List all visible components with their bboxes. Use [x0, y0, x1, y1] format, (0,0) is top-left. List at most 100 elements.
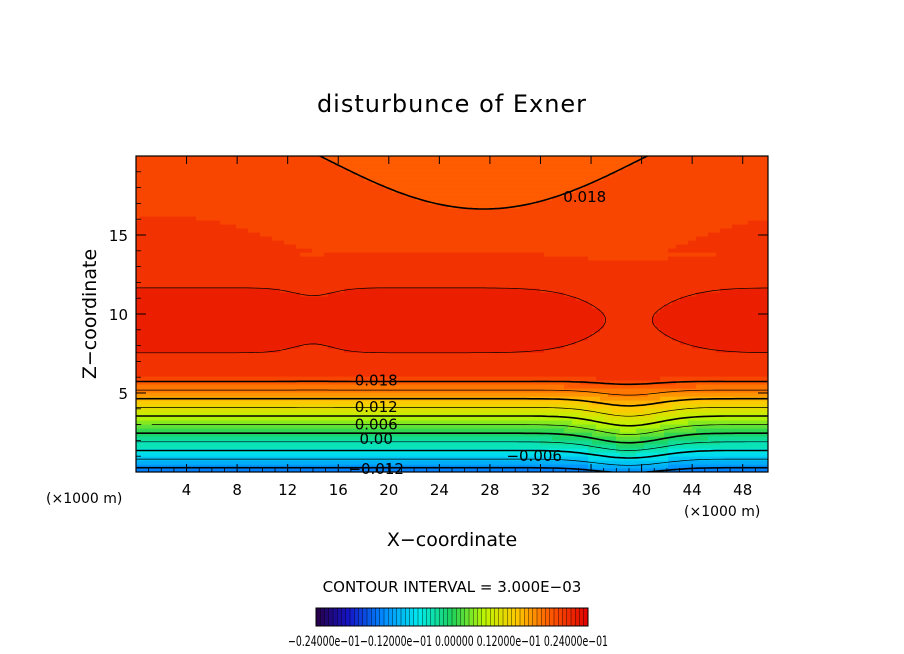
contour-cell [220, 212, 225, 217]
contour-cell [376, 220, 381, 225]
contour-cell [216, 224, 221, 229]
contour-cell [324, 324, 329, 329]
contour-cell [216, 328, 221, 333]
contour-cell [180, 276, 185, 281]
contour-cell [384, 364, 389, 369]
contour-cell [356, 328, 361, 333]
contour-cell [236, 252, 241, 257]
contour-cell [200, 156, 205, 161]
contour-cell [188, 228, 193, 233]
contour-cell [300, 440, 305, 445]
contour-cell [176, 156, 181, 161]
contour-cell [284, 348, 289, 353]
contour-cell [256, 276, 261, 281]
contour-cell [348, 452, 353, 457]
contour-cell [260, 336, 265, 341]
contour-cell [172, 332, 177, 337]
contour-cell [172, 172, 177, 177]
contour-cell [376, 456, 381, 461]
contour-cell [144, 172, 149, 177]
contour-cell [260, 352, 265, 357]
contour-cell [172, 224, 177, 229]
contour-cell [268, 408, 273, 413]
contour-cell [292, 404, 297, 409]
contour-cell [288, 336, 293, 341]
contour-cell [204, 376, 209, 381]
contour-cell [164, 244, 169, 249]
contour-cell [272, 300, 277, 305]
contour-cell [384, 296, 389, 301]
contour-cell [352, 160, 357, 165]
contour-cell [328, 464, 333, 469]
contour-cell [304, 188, 309, 193]
contour-cell [348, 344, 353, 349]
contour-cell [184, 360, 189, 365]
contour-cell [384, 348, 389, 353]
contour-cell [244, 316, 249, 321]
contour-cell [252, 216, 257, 221]
contour-cell [144, 180, 149, 185]
contour-cell [276, 408, 281, 413]
contour-cell [308, 336, 313, 341]
contour-cell [184, 392, 189, 397]
contour-cell [352, 420, 357, 425]
contour-cell [320, 404, 325, 409]
contour-cell [200, 304, 205, 309]
contour-cell [176, 368, 181, 373]
contour-cell [328, 348, 333, 353]
contour-cell [212, 220, 217, 225]
contour-cell [208, 468, 213, 472]
contour-cell [196, 412, 201, 417]
contour-cell [368, 412, 373, 417]
contour-cell [232, 432, 237, 437]
contour-cell [328, 340, 333, 345]
contour-cell [376, 268, 381, 273]
contour-cell [332, 328, 337, 333]
contour-cell [184, 332, 189, 337]
contour-cell [140, 160, 145, 165]
contour-cell [160, 244, 165, 249]
contour-cell [348, 432, 353, 437]
contour-cell [260, 232, 265, 237]
contour-cell [188, 384, 193, 389]
contour-cell [160, 360, 165, 365]
contour-cell [176, 424, 181, 429]
contour-cell [156, 184, 161, 189]
contour-cell [248, 428, 253, 433]
contour-cell [312, 376, 317, 381]
contour-cell [160, 420, 165, 425]
contour-cell [332, 452, 337, 457]
contour-cell [276, 428, 281, 433]
contour-cell [284, 240, 289, 245]
contour-cell [324, 400, 329, 405]
contour-cell [348, 288, 353, 293]
contour-cell [152, 360, 157, 365]
contour-cell [296, 320, 301, 325]
contour-cell [284, 164, 289, 169]
contour-cell [372, 224, 377, 229]
contour-cell [308, 392, 313, 397]
contour-cell [204, 452, 209, 457]
contour-cell [276, 364, 281, 369]
contour-cell [376, 308, 381, 313]
contour-cell [192, 416, 197, 421]
contour-cell [172, 180, 177, 185]
contour-cell [348, 236, 353, 241]
contour-cell [140, 444, 145, 449]
contour-cell [364, 272, 369, 277]
contour-cell [364, 184, 369, 189]
contour-cell [236, 304, 241, 309]
contour-cell [228, 244, 233, 249]
contour-cell [280, 292, 285, 297]
contour-cell [384, 244, 389, 249]
contour-cell [320, 348, 325, 353]
contour-cell [196, 252, 201, 257]
contour-cell [208, 316, 213, 321]
contour-cell [352, 300, 357, 305]
contour-cell [320, 236, 325, 241]
contour-cell [328, 284, 333, 289]
contour-cell [292, 340, 297, 345]
contour-cell [164, 296, 169, 301]
contour-cell [288, 444, 293, 449]
contour-cell [212, 288, 217, 293]
